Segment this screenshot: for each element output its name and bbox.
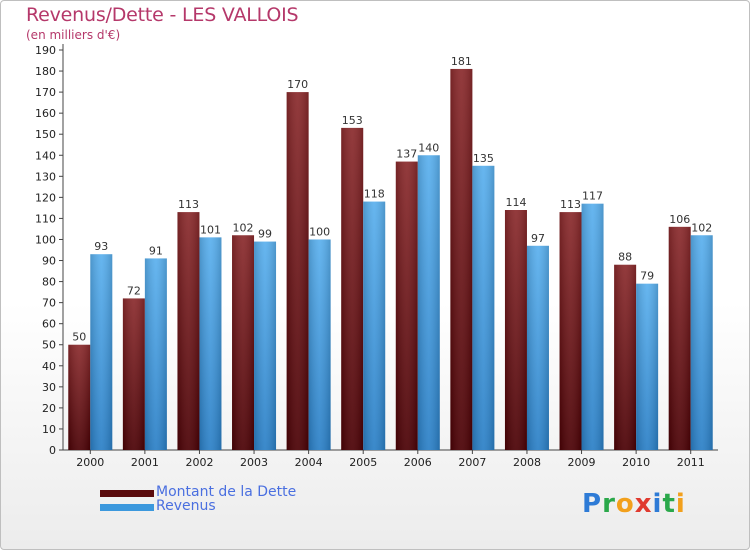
y-tick-label: 20 <box>42 402 56 415</box>
label-dette: 72 <box>127 284 141 297</box>
legend-label-revenus: Revenus <box>156 498 216 514</box>
label-revenus: 118 <box>364 188 385 201</box>
bar-dette-shade <box>504 210 527 450</box>
y-tick-label: 40 <box>42 360 56 373</box>
y-tick-label: 60 <box>42 318 56 331</box>
axes: 0 10 20 30 40 50 60 70 80 90 100 110 120 130 140 150 160… <box>35 44 718 469</box>
legend-label-debt: Montant de la Dette <box>156 484 297 500</box>
x-tick-label: 2006 <box>404 456 432 469</box>
x-tick-label: 2004 <box>295 456 323 469</box>
bar-dette-shade <box>68 344 91 450</box>
bars <box>68 68 713 451</box>
y-tick-label: 100 <box>35 233 56 246</box>
label-dette: 113 <box>178 198 199 211</box>
label-dette: 181 <box>451 55 472 68</box>
bar-revenus-shade <box>254 241 277 450</box>
x-tick-label: 2001 <box>131 456 159 469</box>
y-tick-label: 90 <box>42 255 56 268</box>
bar-dette-shade <box>122 298 145 450</box>
y-tick-label: 10 <box>42 423 56 436</box>
bar-revenus-shade <box>690 235 713 450</box>
label-revenus: 97 <box>531 232 545 245</box>
bar-revenus-shade <box>199 237 222 450</box>
label-dette: 50 <box>72 331 86 344</box>
label-dette: 170 <box>287 78 308 91</box>
y-tick-label: 110 <box>35 212 56 225</box>
bar-dette-shade <box>668 226 691 450</box>
x-tick-label: 2007 <box>458 456 486 469</box>
y-tick-label: 80 <box>42 276 56 289</box>
bar-dette-shade <box>177 212 200 450</box>
label-dette: 102 <box>233 221 254 234</box>
chart-subtitle: (en milliers d'€) <box>26 28 121 42</box>
y-tick-label: 150 <box>35 128 56 141</box>
y-tick-label: 160 <box>35 107 56 120</box>
bar-revenus-shade <box>417 155 440 450</box>
label-dette: 114 <box>505 196 526 209</box>
logo-letter: r <box>602 489 616 519</box>
x-tick-label: 2005 <box>349 456 377 469</box>
logo-letter: P <box>582 489 603 519</box>
logo-letter: t <box>662 489 676 519</box>
label-revenus: 101 <box>200 223 221 236</box>
x-tick-label: 2010 <box>622 456 650 469</box>
label-revenus: 91 <box>149 244 163 257</box>
bar-revenus-shade <box>526 245 549 450</box>
bar-revenus-shade <box>363 201 386 450</box>
y-tick-label: 140 <box>35 149 56 162</box>
x-tick-label: 2003 <box>240 456 268 469</box>
label-revenus: 99 <box>258 228 272 241</box>
y-tick-label: 30 <box>42 381 56 394</box>
y-tick-label: 130 <box>35 170 56 183</box>
x-tick-label: 2008 <box>513 456 541 469</box>
bar-dette-shade <box>395 161 418 450</box>
bar-revenus-shade <box>144 258 167 450</box>
label-dette: 153 <box>342 114 363 127</box>
bar-dette-shade <box>559 212 582 450</box>
label-dette: 88 <box>618 251 632 264</box>
label-revenus: 93 <box>94 240 108 253</box>
x-tick-label: 2000 <box>76 456 104 469</box>
label-dette: 137 <box>396 148 417 161</box>
logo-letter: o <box>615 489 635 519</box>
bar-revenus-shade <box>636 283 659 450</box>
logo-letter: i <box>675 489 686 519</box>
bar-dette-shade <box>614 264 637 450</box>
bar-revenus-shade <box>90 254 113 450</box>
logo-letter: i <box>652 489 663 519</box>
bar-dette-shade <box>232 235 255 450</box>
label-revenus: 117 <box>582 190 603 203</box>
label-revenus: 140 <box>418 141 439 154</box>
y-tick-label: 170 <box>35 86 56 99</box>
legend-swatch-revenus <box>100 504 154 511</box>
label-dette: 113 <box>560 198 581 211</box>
x-tick-label: 2009 <box>568 456 596 469</box>
y-tick-label: 190 <box>35 44 56 57</box>
chart-title: Revenus/Dette - LES VALLOIS <box>26 4 299 26</box>
label-revenus: 135 <box>473 152 494 165</box>
y-tick-label: 70 <box>42 297 56 310</box>
bar-revenus-shade <box>308 239 331 450</box>
proxiti-logo: Proxiti <box>582 489 686 519</box>
bar-dette-shade <box>341 127 364 450</box>
bar-revenus-shade <box>472 165 495 450</box>
x-tick-label: 2011 <box>677 456 705 469</box>
logo-letter: x <box>634 489 653 519</box>
label-dette: 106 <box>669 213 690 226</box>
y-tick-label: 50 <box>42 339 56 352</box>
legend-swatch-debt <box>100 490 154 497</box>
label-revenus: 102 <box>691 221 712 234</box>
label-revenus: 100 <box>309 225 330 238</box>
y-tick-label: 120 <box>35 191 56 204</box>
bar-dette-shade <box>286 92 309 451</box>
label-revenus: 79 <box>640 270 654 283</box>
bar-revenus-shade <box>581 203 604 450</box>
y-tick-label: 180 <box>35 65 56 78</box>
y-tick-label: 0 <box>49 444 56 457</box>
x-tick-label: 2002 <box>185 456 213 469</box>
bar-dette-shade <box>450 68 473 451</box>
